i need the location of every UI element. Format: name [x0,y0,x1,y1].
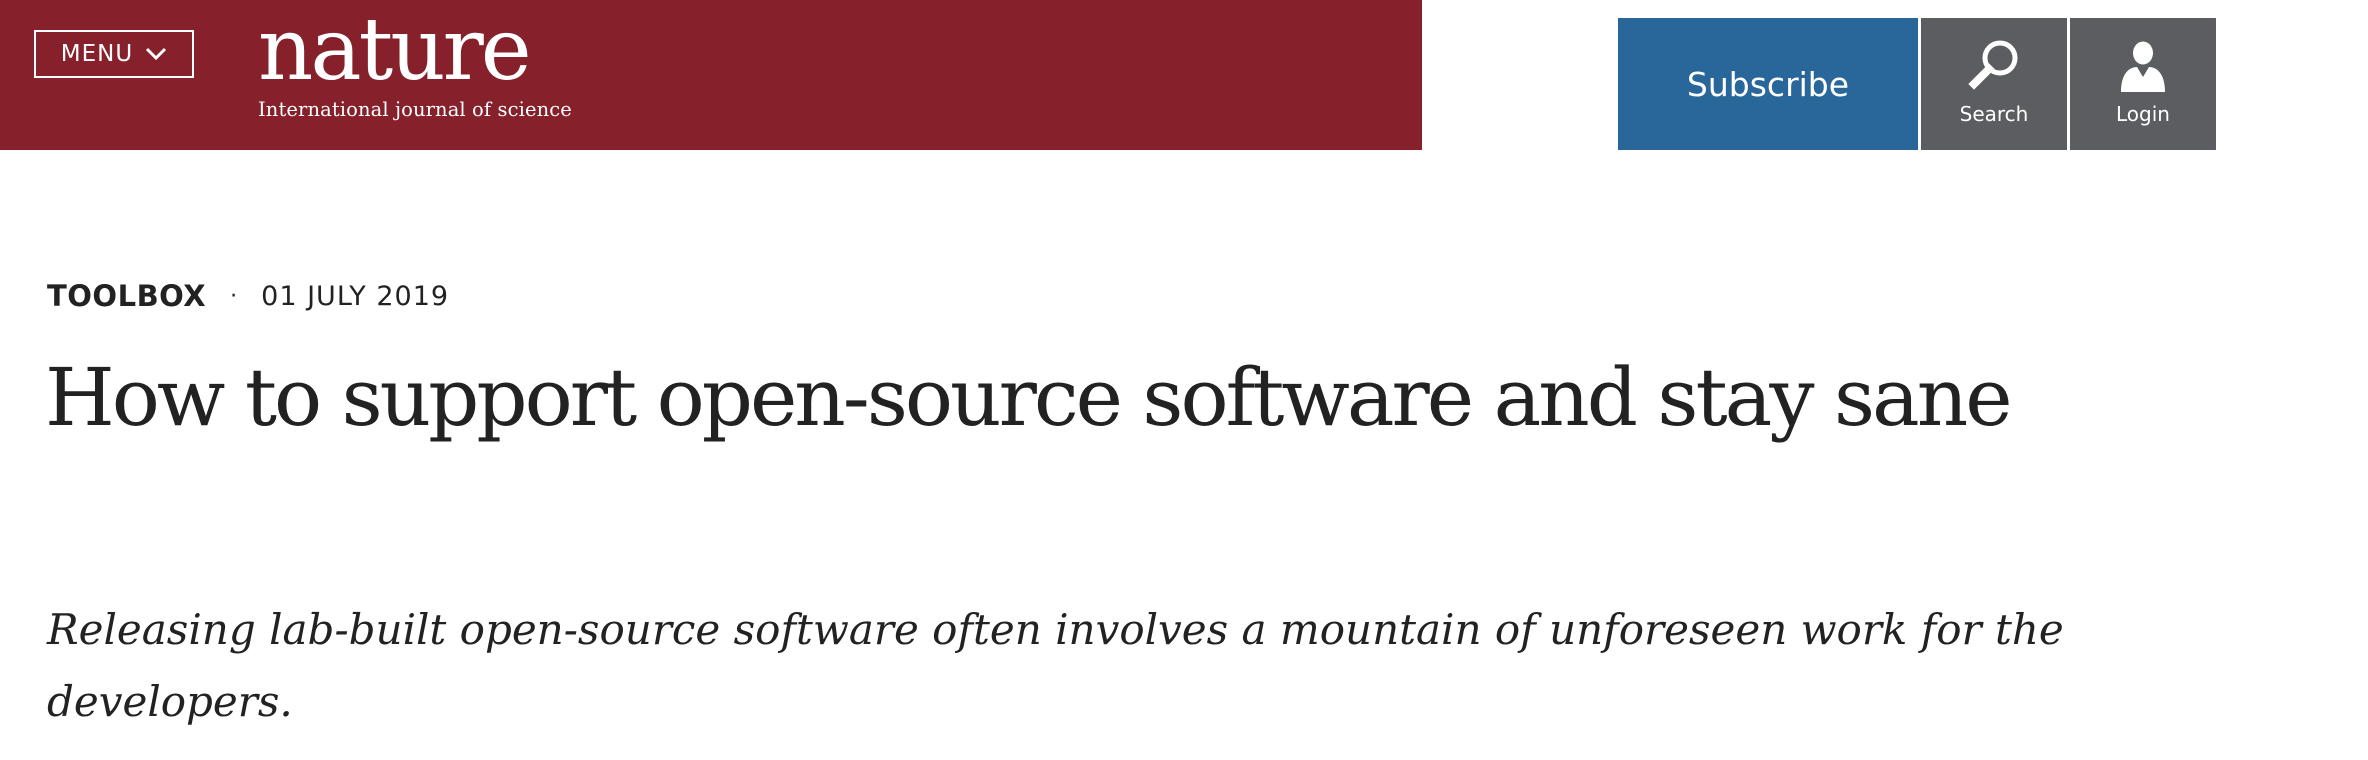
logo-wordmark: nature [258,0,532,100]
article-type[interactable]: TOOLBOX [47,279,207,313]
search-button[interactable]: Search [1921,18,2067,150]
menu-label: MENU [60,41,134,67]
menu-button[interactable]: MENU [34,30,194,78]
article-standfirst: Releasing lab-built open-source software… [47,605,2064,726]
article-meta: TOOLBOX · 01 JULY 2019 [47,276,449,316]
article-date: 01 JULY 2019 [261,280,450,312]
article-title: How to support open-source software and … [45,351,2013,444]
search-icon [1921,38,2067,94]
logo-tagline: International journal of science [258,98,572,121]
subscribe-button[interactable]: Subscribe [1618,18,1918,150]
user-icon [2070,38,2216,94]
login-button[interactable]: Login [2070,18,2216,150]
nature-logo[interactable]: nature International journal of science [258,2,572,121]
masthead: MENU nature International journal of sci… [0,0,1422,150]
chevron-down-icon [145,47,167,61]
subscribe-label: Subscribe [1686,64,1850,104]
meta-separator: · [230,283,238,309]
login-label: Login [2116,102,2170,126]
search-label: Search [1959,102,2029,126]
